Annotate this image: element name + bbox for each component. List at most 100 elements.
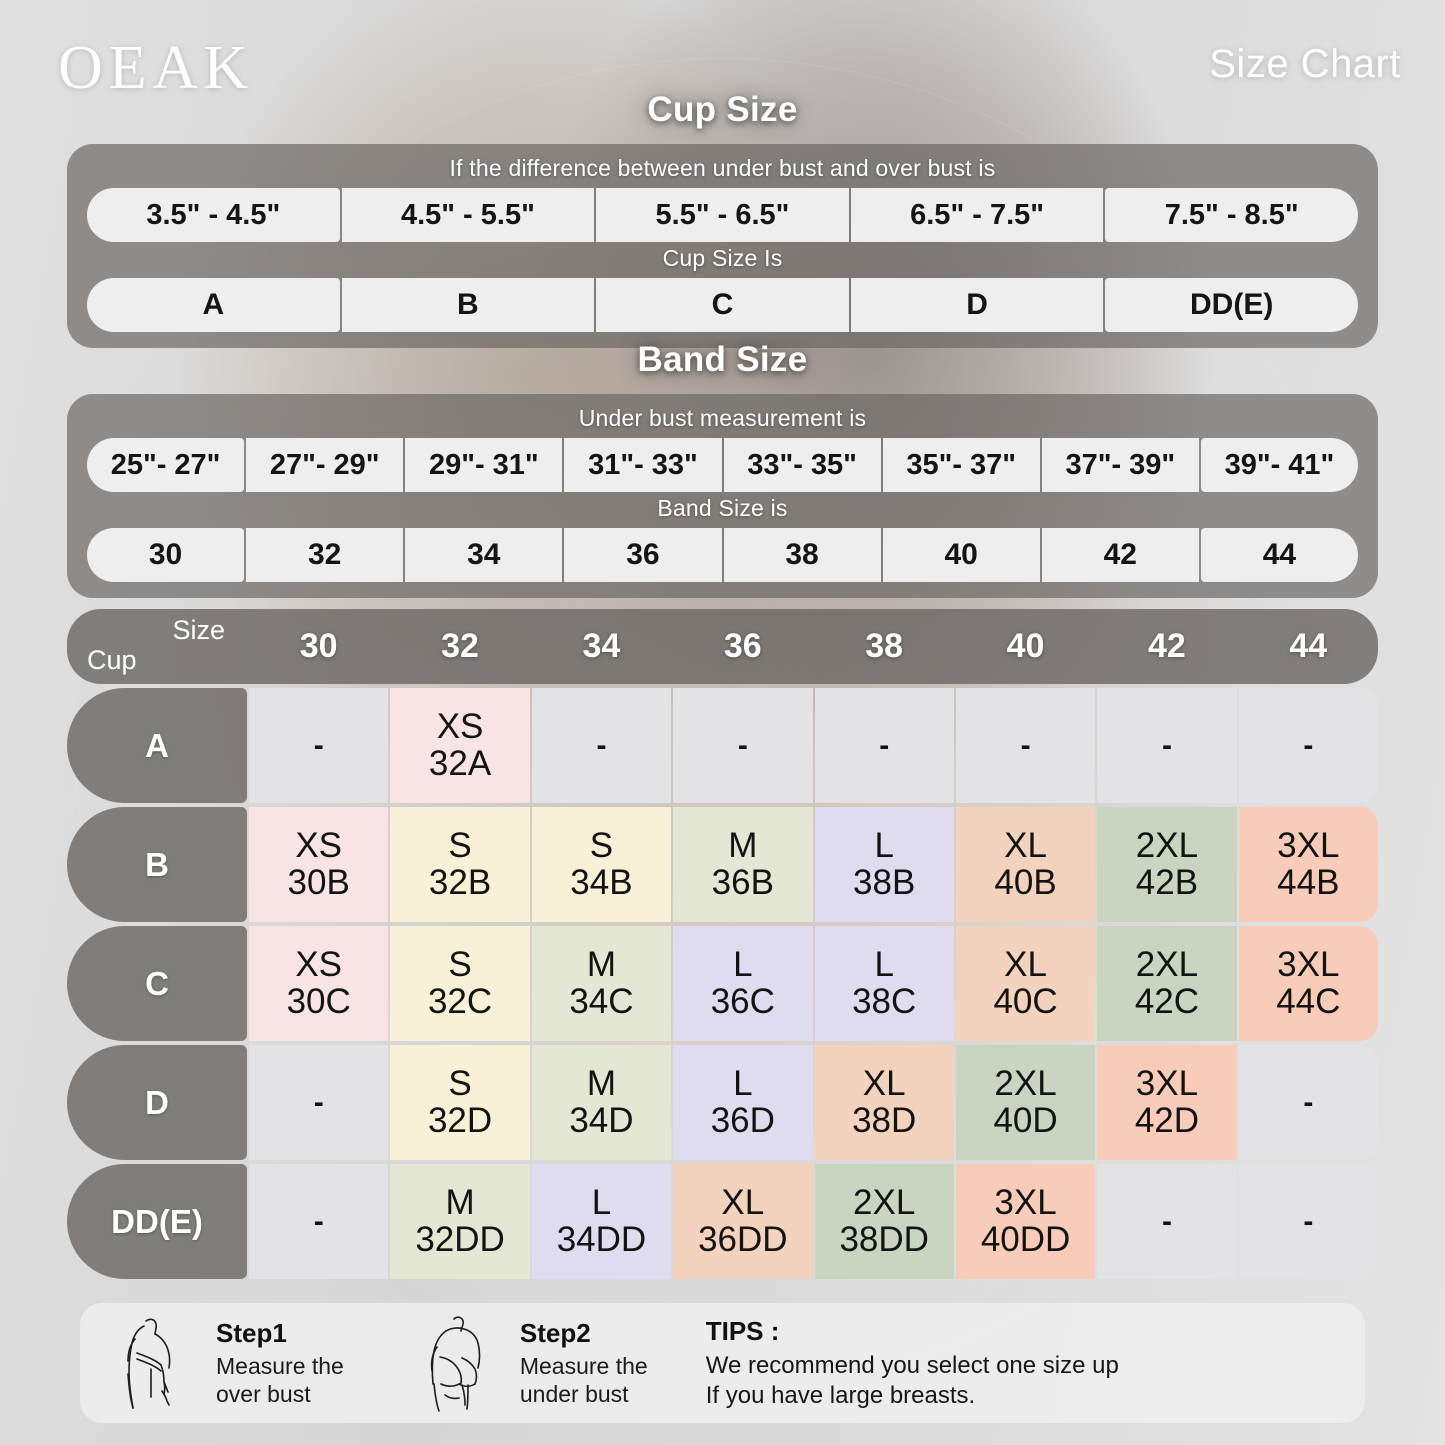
matrix-cell-34B: S 34B [531,807,672,922]
cell-size-code: 36D [710,1100,775,1140]
matrix-cell-42D: 3XL 42D [1097,1045,1237,1160]
cell-size-code: 38B [853,862,916,902]
band-size-caption-mid: Band Size is [657,495,788,521]
cell-size-label: M [586,945,617,985]
cell-size-code: 32A [428,743,492,783]
cup-value-cell-1: B [341,278,595,332]
cup-size-value-row: A B C D DD(E) [87,278,1358,332]
cell-size-code: 32C [427,981,493,1021]
cell-size-label: 3XL [1135,1064,1199,1104]
matrix-band-header-40: 40 [1006,627,1045,665]
band-size-section-title: Band Size [637,340,808,379]
band-size-value-row: 30 32 34 36 38 40 42 44 [87,528,1358,582]
matrix-cell-34DD: L 34DD [531,1164,672,1279]
cup-range-cell-1: 4.5" - 5.5" [341,188,595,242]
matrix-cell-40A-empty: - [955,688,1096,803]
matrix-cell-44D-empty: - [1238,1045,1378,1160]
cell-size-label: XL [862,1064,906,1104]
matrix-cell-42C: 2XL 42C [1097,926,1237,1041]
band-value-cell-7: 44 [1200,528,1358,582]
matrix-band-header-34: 34 [582,627,621,665]
cell-size-code: 40DD [980,1219,1071,1259]
brand-logo: OEAK [58,34,255,102]
cell-size-label: - [1161,728,1172,762]
cell-size-code: 30C [286,981,351,1021]
cell-size-label: - [313,728,324,762]
cup-size-section-title: Cup Size [647,90,798,129]
matrix-cell-34D: M 34D [531,1045,672,1160]
band-value-cell-0: 30 [87,528,245,582]
cell-size-label: - [1303,728,1314,762]
cell-size-label: S [589,826,614,866]
step2-title: Step2 [519,1318,591,1349]
step1-title: Step1 [216,1318,287,1349]
cell-size-label: M [445,1183,475,1223]
cup-range-cell-2: 5.5" - 6.5" [596,188,849,242]
cell-size-label: L [874,945,894,985]
matrix-cell-34A-empty: - [531,688,672,803]
cell-size-label: XL [721,1183,765,1223]
band-range-cell-4: 33"- 35" [723,438,881,492]
cell-size-label: L [874,826,894,866]
matrix-cell-42A-empty: - [1097,688,1237,803]
cell-size-code: 42C [1134,981,1200,1021]
matrix-cell-40D: 2XL 40D [955,1045,1096,1160]
cell-size-label: - [1303,1204,1314,1238]
band-range-cell-2: 29"- 31" [405,438,563,492]
matrix-corner-size-label: Size [172,615,225,645]
band-range-cell-0: 25"- 27" [87,438,245,492]
cell-size-label: - [1303,1085,1314,1119]
cell-size-label: 2XL [853,1183,916,1223]
cell-size-label: XL [1004,826,1047,866]
tips-block: TIPS : We recommend you select one size … [706,1316,1119,1410]
matrix-cell-30C: XS 30C [249,926,389,1041]
matrix-corner-cell: Size Cup [67,609,247,684]
matrix-cell-42DDE-empty: - [1097,1164,1237,1279]
matrix-cell-32A: XS 32A [390,688,530,803]
matrix-cell-30A-empty: - [249,688,389,803]
matrix-cell-30D-empty: - [249,1045,389,1160]
matrix-cell-40B: XL 40B [955,807,1096,922]
cell-size-code: 38C [852,981,917,1021]
cell-size-code: 34D [569,1100,634,1140]
matrix-cell-40DD: 3XL 40DD [955,1164,1096,1279]
cell-size-label: - [1161,1204,1172,1238]
cell-size-label: S [448,1064,472,1104]
cup-size-caption-top: If the difference between under bust and… [449,155,996,181]
cell-size-code: 36DD [698,1219,788,1259]
matrix-cell-38D: XL 38D [814,1045,954,1160]
cell-size-label: - [596,728,607,762]
matrix-cell-32B: S 32B [390,807,530,922]
band-size-panel: Under bust measurement is 25"- 27" 27"- 2… [67,394,1378,598]
cup-size-caption-mid: Cup Size Is [662,245,783,271]
matrix-band-header-36: 36 [723,627,762,665]
matrix-cell-30B: XS 30B [249,807,389,922]
matrix-cell-44A-empty: - [1238,688,1378,803]
matrix-row-DDE: DD(E) - M 32DD L 34DD XL 36DD 2XL 38DD 3XL 40DD - - [67,1164,1378,1279]
size-matrix-header-row: Size Cup 30 32 34 36 38 40 42 44 [67,609,1378,684]
step2-text: Step2 Measure the under bust [520,1318,648,1407]
tips-title: TIPS : [705,1316,780,1347]
measurement-tips-bar: Step1 Measure the over bust [80,1303,1365,1423]
cell-size-label: XS [295,945,343,985]
matrix-row-A: A - XS 32A - - - - - - [67,688,1378,803]
cup-value-cell-3: D [850,278,1104,332]
cup-range-cell-3: 6.5" - 7.5" [850,188,1104,242]
cell-size-code: 32DD [415,1219,505,1259]
cell-size-label: XS [436,707,484,747]
matrix-cell-32D: S 32D [390,1045,530,1160]
matrix-cell-40C: XL 40C [955,926,1096,1041]
matrix-cup-header-A: A [67,688,247,803]
band-range-cell-7: 39"- 41" [1200,438,1358,492]
cell-size-label: XS [295,826,343,866]
band-range-cell-3: 31"- 33" [564,438,722,492]
cell-size-label: M [728,826,758,866]
matrix-band-header-38: 38 [865,627,904,665]
matrix-cell-38B: L 38B [814,807,954,922]
matrix-cell-44B: 3XL 44B [1238,807,1378,922]
cell-size-label: 3XL [994,1183,1057,1223]
matrix-row-C: C XS 30C S 32C M 34C L 36C L 38C XL 40C 2XL 42C 3XL 44C [67,926,1378,1041]
cell-size-code: 34C [569,981,634,1021]
cell-size-code: 34DD [556,1219,647,1259]
